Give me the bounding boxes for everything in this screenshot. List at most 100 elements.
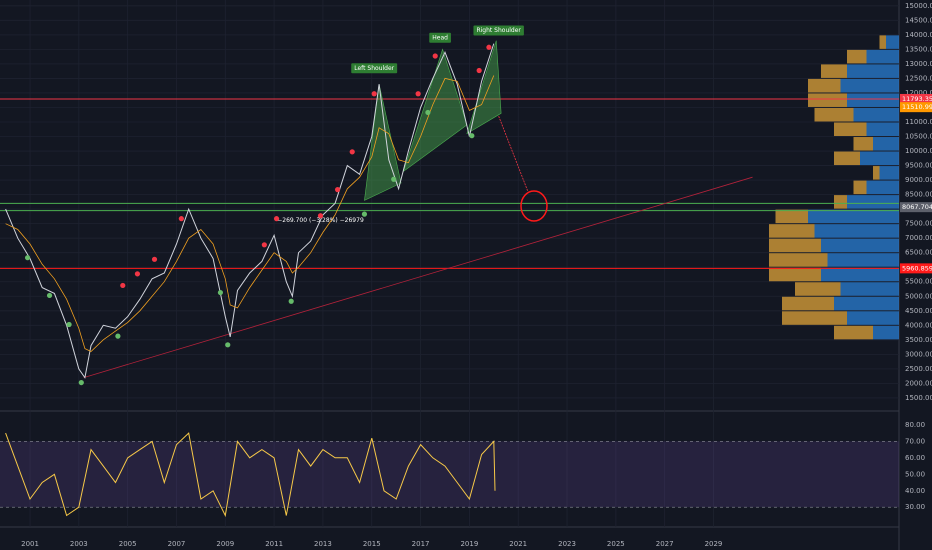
profile-down [834,151,860,166]
profile-down [847,49,867,64]
buy-signals [115,333,121,339]
y-tick-label: 2500.00 [905,365,932,373]
x-tick-label: 2019 [460,540,478,548]
profile-up [808,209,899,224]
y-tick-label: 1500.00 [905,394,932,402]
y-tick-label: 7000.00 [905,234,932,242]
sell-signals [432,53,438,59]
profile-down [808,93,847,107]
profile-down [769,238,821,253]
buy-signals [46,292,53,299]
profile-down [769,267,821,282]
x-tick-label: 2025 [607,540,625,548]
buy-signals [361,211,368,217]
profile-up [866,122,899,137]
y-tick-label: 5000.00 [905,292,932,300]
y-tick-label: 12500.00 [905,74,932,82]
sell-signals [151,256,158,262]
y-tick-label: 14000.00 [905,31,932,39]
series-line [5,43,495,379]
profile-down [853,137,873,151]
buy-signals [66,321,72,328]
profile-up [847,93,899,107]
y-tick-label: 15000.00 [905,2,932,10]
buy-signals [391,176,397,182]
series-line [5,75,495,352]
sell-signals [261,242,267,248]
buy-signals [24,255,31,261]
profile-down [834,195,847,209]
sell-signals [371,91,377,97]
y-tick-label: 2000.00 [905,379,932,387]
x-tick-label: 2023 [558,540,576,548]
x-tick-label: 2029 [705,540,723,548]
profile-down [782,296,834,311]
sell-signals [178,216,184,222]
profile-up [886,35,899,49]
profile-down [782,311,847,325]
y-tick-label: 30.00 [905,503,925,511]
annotation: Head [429,32,451,43]
y-tick-label: 4500.00 [905,307,932,315]
x-tick-label: 2009 [216,540,234,548]
y-tick-label: 7500.00 [905,220,932,228]
y-tick-label: 80.00 [905,421,925,429]
pattern-triangle [364,84,402,201]
y-tick-label: 5500.00 [905,278,932,286]
profile-down [769,253,828,267]
price-tag-label: 8067.704 [902,203,932,211]
sell-signals [349,149,355,155]
sell-signals [486,44,492,50]
annotation: Right Shoulder [473,25,524,36]
sell-signals [134,271,141,277]
price-axis [899,0,932,550]
buy-signals [78,379,84,386]
price-tag [900,102,932,113]
annotation-box [351,63,398,74]
x-tick-label: 2011 [265,540,283,548]
y-tick-label: 9000.00 [905,176,932,184]
profile-down [834,325,873,340]
profile-down [834,122,867,137]
profile-up [847,64,899,78]
y-tick-label: 6500.00 [905,249,932,257]
x-tick-label: 2005 [119,540,137,548]
profile-up [814,224,899,238]
profile-up [847,195,899,209]
y-tick-label: 3000.00 [905,350,932,358]
y-tick-label: 12000.00 [905,89,932,97]
profile-up [821,267,899,282]
price-tag-label: 5960.859 [902,264,932,272]
sell-signals [476,67,482,74]
profile-up [834,296,899,311]
annotation-box [473,25,524,36]
price-tag-label: 11793.358 [902,95,932,103]
profile-up [840,282,899,296]
trendline [83,176,753,378]
price-tag [900,202,932,213]
profile-down [873,166,880,180]
profile-up [840,78,899,93]
series-line [5,432,496,518]
x-tick-label: 2021 [509,540,527,548]
sell-signals [317,213,324,219]
profile-up [853,107,899,122]
profile-up [873,325,899,340]
hand-drawn-circle [520,190,548,222]
profile-up [873,137,899,151]
price-tag-label: 11510.99 [902,103,932,111]
x-tick-label: 2027 [656,540,674,548]
buy-signals [217,289,224,296]
y-tick-label: 60.00 [905,454,925,462]
x-tick-label: 2013 [314,540,332,548]
y-tick-label: 11000.00 [905,118,932,126]
profile-down [795,282,841,296]
profile-down [769,224,815,238]
arrow [498,116,529,192]
price-tag [900,93,932,104]
annotation: Left Shoulder [351,63,398,74]
sell-signals [415,91,421,97]
annotation-box [429,32,451,43]
profile-up [879,166,899,180]
